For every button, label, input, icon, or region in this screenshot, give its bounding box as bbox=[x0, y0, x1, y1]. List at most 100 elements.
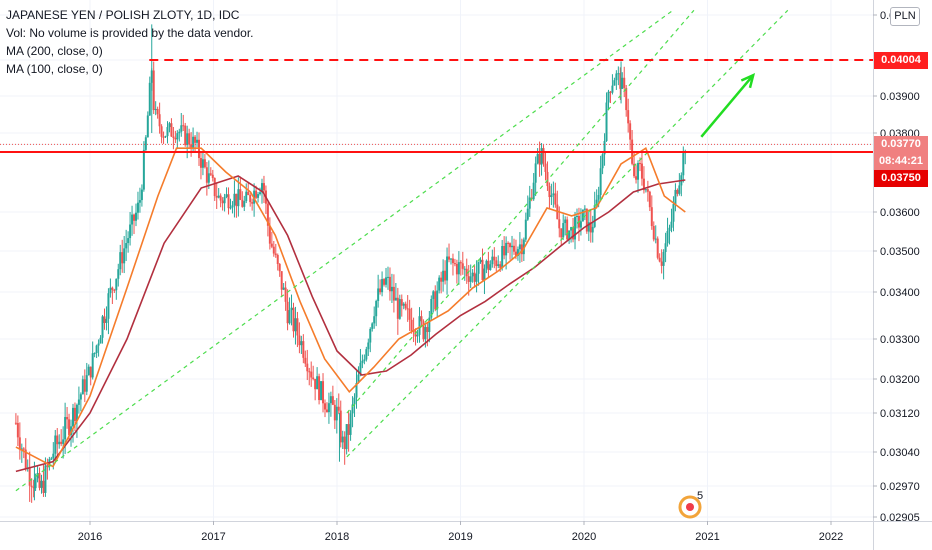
candle-down bbox=[312, 365, 315, 381]
candle-down bbox=[560, 228, 563, 246]
candle-up bbox=[138, 187, 141, 213]
candle-up bbox=[670, 208, 673, 233]
candle-up bbox=[36, 465, 39, 483]
candle-up bbox=[95, 344, 98, 359]
candle-up bbox=[536, 148, 539, 165]
channel-line-2 bbox=[346, 9, 695, 414]
candle-up bbox=[178, 128, 181, 142]
candle-up bbox=[511, 235, 514, 261]
candle-down bbox=[247, 181, 250, 196]
candle-down bbox=[347, 410, 350, 452]
candle-up bbox=[603, 133, 606, 166]
candle-up bbox=[50, 456, 53, 460]
price-tick-label: 0.02970 bbox=[880, 481, 920, 493]
candle-up bbox=[587, 211, 590, 242]
price-tick-label: 0.02905 bbox=[880, 512, 920, 524]
symbol-title: JAPANESE YEN / POLISH ZLOTY, 1D, IDC bbox=[6, 8, 240, 22]
candle-down bbox=[205, 162, 208, 196]
trend-arrow-head bbox=[740, 73, 756, 89]
candle-up bbox=[117, 263, 120, 287]
candle-up bbox=[479, 257, 482, 264]
candle-up bbox=[294, 306, 297, 345]
candle-down bbox=[323, 399, 326, 418]
candle-up bbox=[428, 310, 431, 343]
time-tick-label: 2019 bbox=[448, 531, 472, 543]
candle-down bbox=[572, 217, 575, 243]
candle-down bbox=[262, 175, 265, 203]
ma200-label[interactable]: MA (200, close, 0) bbox=[6, 44, 103, 58]
event-badge-count: 5 bbox=[697, 490, 703, 502]
candle-down bbox=[487, 251, 490, 278]
candle-up bbox=[288, 297, 291, 325]
candle-up bbox=[365, 346, 368, 362]
candle-up bbox=[540, 143, 543, 176]
candle-down bbox=[284, 281, 287, 311]
candle-down bbox=[30, 478, 33, 503]
candle-down bbox=[276, 253, 279, 271]
candle-up bbox=[223, 193, 226, 212]
currency-badge[interactable]: PLN bbox=[890, 7, 920, 26]
candle-up bbox=[85, 362, 88, 396]
candle-down bbox=[111, 286, 114, 305]
price-tick-label: 0.03400 bbox=[880, 287, 920, 299]
time-tick-label: 2017 bbox=[201, 531, 225, 543]
candle-up bbox=[363, 354, 366, 365]
candle-down bbox=[215, 182, 218, 210]
candle-up bbox=[662, 249, 665, 280]
candle-up bbox=[457, 251, 460, 285]
candle-down bbox=[392, 274, 395, 313]
candle-down bbox=[459, 260, 462, 276]
candle-down bbox=[408, 299, 411, 331]
candle-down bbox=[629, 120, 632, 150]
candle-up bbox=[115, 278, 118, 300]
ma200-line bbox=[15, 175, 686, 473]
ma100-label[interactable]: MA (100, close, 0) bbox=[6, 62, 103, 76]
candle-up bbox=[564, 216, 567, 236]
candle-up bbox=[575, 208, 578, 229]
candle-down bbox=[406, 295, 409, 322]
candle-up bbox=[654, 225, 657, 244]
candle-up bbox=[349, 410, 352, 441]
candle-down bbox=[404, 301, 407, 311]
candle-down bbox=[199, 152, 202, 180]
candle-up bbox=[237, 177, 240, 217]
candle-up bbox=[142, 141, 145, 192]
price-tick-label: 0.03120 bbox=[880, 408, 920, 420]
candle-up bbox=[532, 173, 535, 201]
candle-up bbox=[599, 155, 602, 202]
candle-down bbox=[32, 479, 35, 498]
candle-down bbox=[235, 193, 238, 218]
candle-up bbox=[58, 434, 61, 449]
candle-down bbox=[542, 145, 545, 167]
candle-up bbox=[207, 160, 210, 189]
candle-down bbox=[203, 153, 206, 169]
candle-down bbox=[286, 289, 289, 331]
candle-down bbox=[46, 458, 49, 480]
candle-up bbox=[97, 339, 100, 357]
candle-up bbox=[664, 232, 667, 263]
candle-up bbox=[436, 281, 439, 317]
candle-down bbox=[182, 114, 185, 131]
candle-up bbox=[134, 203, 137, 227]
candle-down bbox=[676, 188, 679, 197]
candle-up bbox=[320, 380, 323, 401]
candle-down bbox=[170, 118, 173, 137]
candle-up bbox=[231, 201, 234, 214]
candle-down bbox=[331, 385, 334, 406]
ma100-line bbox=[15, 147, 686, 468]
candle-down bbox=[296, 311, 299, 348]
candle-up bbox=[119, 244, 122, 276]
candle-down bbox=[28, 451, 31, 502]
candle-down bbox=[272, 240, 275, 257]
candle-up bbox=[644, 189, 647, 193]
candle-down bbox=[66, 406, 69, 429]
candle-up bbox=[375, 299, 378, 327]
candle-down bbox=[280, 271, 283, 297]
candle-down bbox=[314, 378, 317, 401]
resistance-price-tag: 0.04004 bbox=[874, 52, 928, 69]
candle-up bbox=[463, 266, 466, 281]
candle-down bbox=[251, 198, 254, 211]
candle-down bbox=[211, 169, 214, 182]
candle-down bbox=[268, 217, 271, 250]
